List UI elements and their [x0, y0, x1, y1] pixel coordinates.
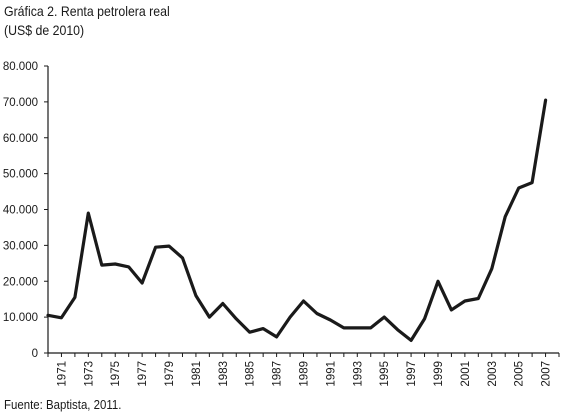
- x-tick-label: 1995: [379, 361, 391, 387]
- chart-title: Gráfica 2. Renta petrolera real: [4, 3, 170, 19]
- x-tick-label: 1987: [272, 361, 284, 387]
- x-tick-label: 1999: [433, 361, 445, 387]
- x-tick-label: 1993: [352, 361, 364, 387]
- x-tick-label: 2003: [487, 361, 499, 387]
- y-tick-label: 20.000: [3, 276, 38, 288]
- y-tick-label: 10.000: [3, 312, 38, 324]
- y-tick-label: 50.000: [3, 169, 38, 181]
- x-tick-label: 1989: [299, 361, 311, 387]
- x-tick-label: 1985: [245, 361, 257, 387]
- x-tick-label: 1971: [56, 361, 68, 387]
- x-tick-label: 1979: [164, 361, 176, 387]
- chart-subtitle: (US$ de 2010): [4, 22, 85, 38]
- chart-source: Fuente: Baptista, 2011.: [4, 397, 122, 412]
- x-tick-label: 1977: [137, 361, 149, 387]
- y-tick-label: 40.000: [3, 205, 38, 217]
- y-tick-label: 70.000: [3, 97, 38, 109]
- x-tick-label: 1991: [325, 361, 337, 387]
- x-tick-label: 1973: [83, 361, 95, 387]
- x-tick-label: 2005: [514, 361, 526, 387]
- x-tick-label: 1983: [218, 361, 230, 387]
- x-tick-label: 2001: [460, 361, 472, 387]
- y-tick-label: 60.000: [3, 133, 38, 145]
- series-line: [46, 98, 548, 342]
- y-tick-label: 0: [32, 348, 38, 360]
- x-tick-label: 1997: [406, 361, 418, 387]
- y-tick-label: 30.000: [3, 240, 38, 252]
- y-tick-label: 80.000: [3, 61, 38, 73]
- x-tick-label: 1975: [110, 361, 122, 387]
- chart-title-block: Gráfica 2. Renta petrolera real (US$ de …: [4, 2, 170, 40]
- x-tick-label: 2007: [541, 361, 553, 387]
- x-tick-label: 1981: [191, 361, 203, 387]
